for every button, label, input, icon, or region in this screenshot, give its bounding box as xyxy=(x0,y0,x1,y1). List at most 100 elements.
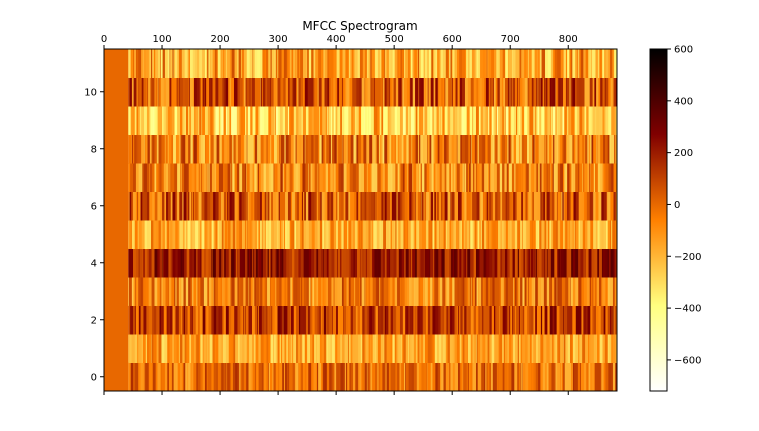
heatmap-cell xyxy=(272,362,274,392)
heatmap-cell xyxy=(361,362,363,392)
heatmap-cell xyxy=(282,362,285,392)
heatmap-cell xyxy=(460,220,463,249)
heatmap-cell xyxy=(138,134,142,164)
heatmap-cell xyxy=(470,191,473,221)
heatmap-cell xyxy=(470,220,473,249)
heatmap-cell xyxy=(442,49,447,78)
heatmap-cell xyxy=(540,305,542,335)
heatmap-cell xyxy=(217,362,222,392)
heatmap-cell xyxy=(261,220,263,249)
heatmap-cell xyxy=(597,134,601,164)
heatmap-cell xyxy=(413,220,415,249)
heatmap-cell xyxy=(399,305,404,335)
heatmap-cell xyxy=(440,220,444,249)
heatmap-cell xyxy=(506,49,509,78)
heatmap-cell xyxy=(228,77,231,107)
heatmap-cell xyxy=(400,163,404,192)
heatmap-cell xyxy=(557,277,560,306)
heatmap-cell xyxy=(408,362,412,392)
heatmap-cell xyxy=(376,277,380,306)
heatmap-cell xyxy=(285,134,289,164)
heatmap-cell xyxy=(202,106,206,135)
heatmap-cell xyxy=(394,334,397,363)
heatmap-cell xyxy=(402,106,407,135)
heatmap-cell xyxy=(305,49,307,78)
heatmap-cell xyxy=(596,49,599,78)
heatmap-cell xyxy=(192,305,197,335)
heatmap-cell xyxy=(369,334,372,363)
heatmap-cell xyxy=(520,277,523,306)
heatmap-cell xyxy=(479,191,482,221)
heatmap-cell xyxy=(175,277,177,306)
heatmap-cell xyxy=(212,77,216,107)
heatmap-cell xyxy=(563,305,567,335)
heatmap-cell xyxy=(456,305,458,335)
heatmap-cell xyxy=(599,334,603,363)
heatmap-cell xyxy=(222,277,224,306)
heatmap-cell xyxy=(217,163,220,192)
heatmap-cell xyxy=(416,334,418,363)
heatmap-cell xyxy=(384,77,388,107)
heatmap-cell xyxy=(396,134,399,164)
heatmap-cell xyxy=(514,334,519,363)
heatmap-cell xyxy=(448,77,452,107)
heatmap-cell xyxy=(286,163,289,192)
heatmap-cell xyxy=(583,220,586,249)
heatmap-cell xyxy=(447,191,451,221)
heatmap-cell xyxy=(563,248,567,278)
heatmap-cell xyxy=(264,305,267,335)
heatmap-cell xyxy=(192,134,195,164)
heatmap-cell xyxy=(420,248,425,278)
heatmap-cell xyxy=(140,191,143,221)
heatmap-cell xyxy=(365,334,370,363)
heatmap-cell xyxy=(355,334,359,363)
heatmap-cell xyxy=(271,106,275,135)
heatmap-cell xyxy=(554,277,558,306)
heatmap-cell xyxy=(257,362,259,392)
heatmap-cell xyxy=(166,77,170,107)
y-tick-label: 6 xyxy=(91,201,97,212)
heatmap-cell xyxy=(508,134,511,164)
heatmap-cell xyxy=(444,106,448,135)
heatmap-cell xyxy=(192,49,195,78)
heatmap-cell xyxy=(531,191,533,221)
heatmap-cell xyxy=(455,163,457,192)
heatmap-cell xyxy=(488,277,491,306)
heatmap-cell xyxy=(153,305,157,335)
heatmap-cell xyxy=(319,220,323,249)
heatmap-cell xyxy=(610,305,613,335)
heatmap-cell xyxy=(177,248,182,278)
heatmap-cell xyxy=(564,362,567,392)
heatmap-cell xyxy=(279,334,281,363)
heatmap-cell xyxy=(451,220,453,249)
heatmap-cell xyxy=(369,305,373,335)
heatmap-cell xyxy=(585,134,588,164)
heatmap-cell xyxy=(206,334,208,363)
heatmap-cell xyxy=(496,106,499,135)
heatmap-cell xyxy=(294,49,297,78)
heatmap-cell xyxy=(207,49,209,78)
heatmap-cell xyxy=(528,49,533,78)
heatmap-cell xyxy=(350,334,353,363)
heatmap-cell xyxy=(166,305,169,335)
heatmap-cell xyxy=(528,277,530,306)
heatmap-cell xyxy=(239,334,241,363)
heatmap-cell xyxy=(174,106,178,135)
heatmap-cell xyxy=(484,220,487,249)
heatmap-cell xyxy=(250,134,255,164)
heatmap-cell xyxy=(529,248,531,278)
heatmap-cell xyxy=(569,134,573,164)
heatmap-cell xyxy=(348,106,352,135)
heatmap-cell xyxy=(428,49,432,78)
heatmap-cell xyxy=(495,191,498,221)
heatmap-cell xyxy=(279,248,282,278)
heatmap-cell xyxy=(162,220,166,249)
heatmap-cell xyxy=(583,49,587,78)
heatmap-cell xyxy=(200,334,204,363)
heatmap-cell xyxy=(347,277,350,306)
heatmap-cell xyxy=(218,220,223,249)
heatmap-cell xyxy=(397,163,400,192)
heatmap-cell xyxy=(485,362,487,392)
heatmap-cell xyxy=(300,334,302,363)
heatmap-cell xyxy=(485,49,487,78)
